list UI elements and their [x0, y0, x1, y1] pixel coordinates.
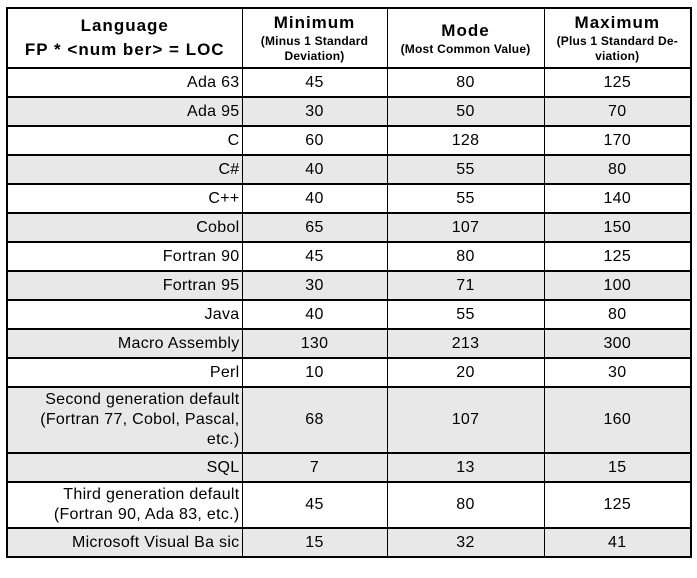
table-row: C 60 128 170 [6, 125, 692, 156]
document-page: Language FP * <num ber> = LOC Minimum (M… [6, 7, 692, 558]
mode-cell: 55 [386, 183, 545, 214]
language-cell: Fortran 95 [6, 270, 243, 301]
maximum-cell: 125 [543, 481, 692, 529]
mode-cell: 128 [386, 125, 545, 156]
language-cell: C# [6, 154, 243, 185]
maximum-cell: 15 [543, 452, 692, 483]
table-row: Microsoft Visual Ba sic 15 32 41 [6, 527, 692, 558]
minimum-cell: 30 [241, 270, 388, 301]
maximum-cell: 140 [543, 183, 692, 214]
maximum-cell: 170 [543, 125, 692, 156]
language-cell: Third generation default (Fortran 90, Ad… [6, 481, 243, 529]
language-header-title: Language [80, 16, 169, 35]
table-row: Fortran 90 45 80 125 [6, 241, 692, 272]
table-row: Fortran 95 30 71 100 [6, 270, 692, 301]
table-row: Perl 10 20 30 [6, 357, 692, 388]
mode-cell: 71 [386, 270, 545, 301]
maximum-header-subtitle: (Plus 1 Standard De- viation) [556, 34, 678, 63]
language-cell: Microsoft Visual Ba sic [6, 527, 243, 558]
table-row: C++ 40 55 140 [6, 183, 692, 214]
minimum-cell: 7 [241, 452, 388, 483]
minimum-header-subtitle: (Minus 1 Standard Deviation) [260, 34, 369, 63]
minimum-cell: 40 [241, 154, 388, 185]
minimum-cell: 40 [241, 183, 388, 214]
header-row: Language FP * <num ber> = LOC Minimum (M… [6, 7, 692, 69]
maximum-cell: 70 [543, 96, 692, 127]
fp-to-loc-conversion-table: Language FP * <num ber> = LOC Minimum (M… [6, 7, 692, 558]
table-row: Macro Assembly 130 213 300 [6, 328, 692, 359]
table-row: Ada 63 45 80 125 [6, 67, 692, 98]
minimum-cell: 45 [241, 481, 388, 529]
mode-cell: 213 [386, 328, 545, 359]
maximum-cell: 150 [543, 212, 692, 243]
minimum-cell: 68 [241, 386, 388, 454]
minimum-cell: 60 [241, 125, 388, 156]
maximum-header-title: Maximum [574, 13, 660, 32]
minimum-cell: 45 [241, 67, 388, 98]
maximum-cell: 125 [543, 67, 692, 98]
language-cell: Second generation default (Fortran 77, C… [6, 386, 243, 454]
maximum-cell: 300 [543, 328, 692, 359]
minimum-cell: 10 [241, 357, 388, 388]
language-header-formula: FP * <num ber> = LOC [24, 40, 225, 59]
language-cell: Perl [6, 357, 243, 388]
maximum-cell: 100 [543, 270, 692, 301]
minimum-cell: 45 [241, 241, 388, 272]
mode-cell: 55 [386, 154, 545, 185]
language-cell: C++ [6, 183, 243, 214]
mode-cell: 107 [386, 386, 545, 454]
language-column-header: Language FP * <num ber> = LOC [6, 7, 243, 69]
mode-cell: 80 [386, 241, 545, 272]
table-row: Third generation default (Fortran 90, Ad… [6, 481, 692, 529]
maximum-cell: 80 [543, 154, 692, 185]
mode-cell: 32 [386, 527, 545, 558]
mode-cell: 80 [386, 481, 545, 529]
language-cell: Fortran 90 [6, 241, 243, 272]
language-cell: Java [6, 299, 243, 330]
mode-column-header: Mode (Most Common Value) [386, 7, 545, 69]
mode-cell: 20 [386, 357, 545, 388]
maximum-cell: 125 [543, 241, 692, 272]
maximum-column-header: Maximum (Plus 1 Standard De- viation) [543, 7, 692, 69]
language-cell: C [6, 125, 243, 156]
mode-cell: 55 [386, 299, 545, 330]
language-cell: Cobol [6, 212, 243, 243]
maximum-cell: 41 [543, 527, 692, 558]
language-cell: Macro Assembly [6, 328, 243, 359]
maximum-cell: 160 [543, 386, 692, 454]
table-row: C# 40 55 80 [6, 154, 692, 185]
maximum-cell: 30 [543, 357, 692, 388]
table-row: Ada 95 30 50 70 [6, 96, 692, 127]
table-row: Cobol 65 107 150 [6, 212, 692, 243]
table-row: Java 40 55 80 [6, 299, 692, 330]
minimum-header-title: Minimum [273, 13, 356, 32]
minimum-cell: 130 [241, 328, 388, 359]
mode-header-title: Mode [441, 20, 490, 40]
minimum-cell: 65 [241, 212, 388, 243]
mode-cell: 50 [386, 96, 545, 127]
minimum-cell: 40 [241, 299, 388, 330]
language-cell: Ada 63 [6, 67, 243, 98]
minimum-cell: 15 [241, 527, 388, 558]
minimum-cell: 30 [241, 96, 388, 127]
language-cell: Ada 95 [6, 96, 243, 127]
table-row: SQL 7 13 15 [6, 452, 692, 483]
language-cell: SQL [6, 452, 243, 483]
mode-header-subtitle: (Most Common Value) [400, 41, 531, 56]
mode-cell: 107 [386, 212, 545, 243]
maximum-cell: 80 [543, 299, 692, 330]
minimum-column-header: Minimum (Minus 1 Standard Deviation) [241, 7, 388, 69]
mode-cell: 80 [386, 67, 545, 98]
table-row: Second generation default (Fortran 77, C… [6, 386, 692, 454]
mode-cell: 13 [386, 452, 545, 483]
